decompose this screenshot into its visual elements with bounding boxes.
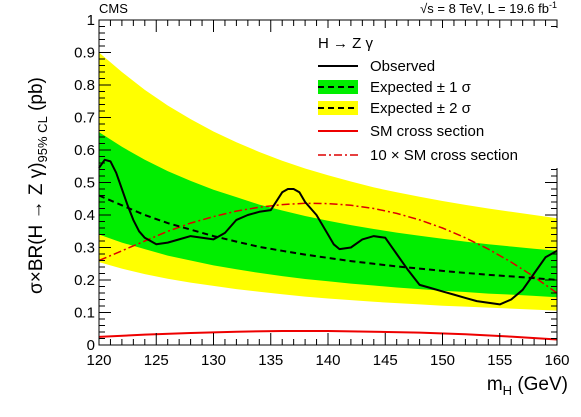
y-tick-label: 0.3 — [74, 240, 95, 257]
legend-background — [310, 28, 558, 168]
y-tick-label: 0.7 — [74, 110, 95, 127]
x-tick-label: 160 — [544, 352, 569, 369]
x-tick-label: 140 — [315, 352, 340, 369]
experiment-label: CMS — [99, 1, 128, 16]
legend-title: H → Z γ — [318, 35, 373, 52]
y-tick-label: 0.6 — [74, 142, 95, 159]
y-tick-label: 0.8 — [74, 77, 95, 94]
y-tick-label: 0.5 — [74, 175, 95, 192]
y-tick-label: 0.1 — [74, 305, 95, 322]
legend-label-observed: Observed — [370, 58, 435, 75]
legend-label-expected-1sigma: Expected ± 1 σ — [370, 79, 472, 96]
tick-labels: 120 125 130 135 140 145 150 155 160 0 0.1 0.2 0.3 0.4… — [74, 12, 569, 369]
x-tick-label: 130 — [201, 352, 226, 369]
sm-cross-section-line — [98, 330, 558, 341]
y-tick-label: 0.4 — [74, 207, 95, 224]
x-tick-label: 150 — [430, 352, 455, 369]
x-tick-label: 155 — [487, 352, 512, 369]
legend-label-10sm: 10 × SM cross section — [370, 147, 518, 164]
observed-line — [98, 158, 558, 306]
y-tick-label: 1 — [87, 12, 95, 29]
x-tick-label: 145 — [373, 352, 398, 369]
curves — [98, 158, 558, 341]
x-tick-label: 135 — [258, 352, 283, 369]
x-axis-title: mH (GeV) — [487, 374, 568, 398]
x-tick-label: 120 — [86, 352, 111, 369]
ten-sm-cross-section-line — [98, 202, 558, 294]
legend-label-expected-2sigma: Expected ± 2 σ — [370, 100, 472, 117]
y-tick-label: 0.9 — [74, 45, 95, 62]
legend-label-sm: SM cross section — [370, 123, 484, 140]
expected-bands — [99, 52, 557, 311]
legend: H → Z γ Observed Expected ± 1 σ Expected… — [310, 28, 558, 168]
y-axis-title: σ×BR(H → Z γ)95% CL (pb) — [26, 77, 50, 294]
y-tick-label: 0 — [87, 337, 95, 354]
energy-lumi-label: √s = 8 TeV, L = 19.6 fb-1 — [420, 0, 557, 16]
x-tick-label: 125 — [144, 352, 169, 369]
expected-line — [98, 194, 558, 281]
band-1sigma — [99, 132, 557, 298]
y-tick-label: 0.2 — [74, 272, 95, 289]
